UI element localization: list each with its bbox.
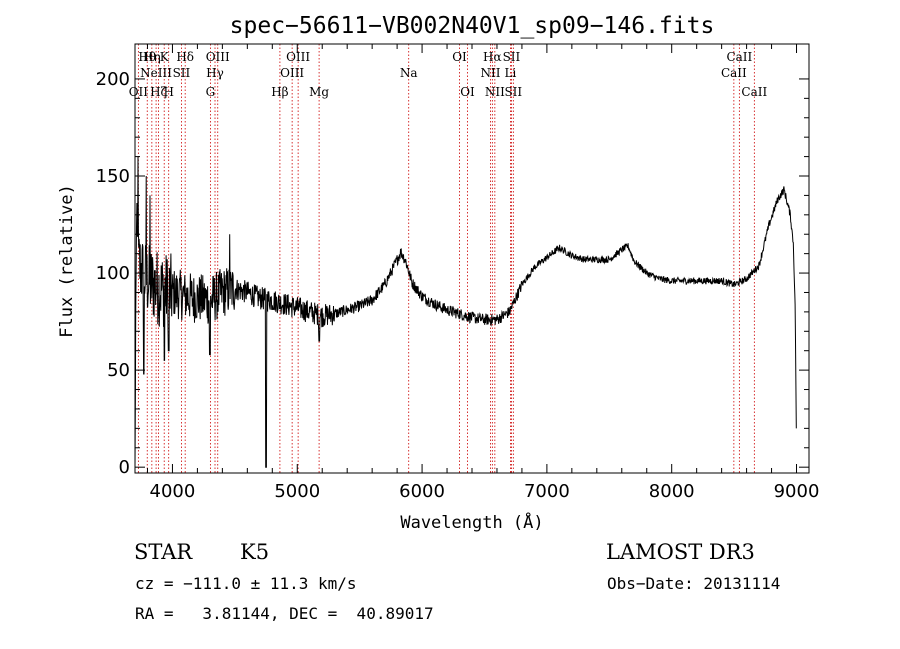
x-axis-label: Wavelength (Å) [400,511,543,533]
y-tick-label: 50 [107,360,130,381]
spectral-line-label: SII [504,85,522,99]
spectral-line-label: NII [480,66,500,80]
spectral-line-label: OII [129,85,149,99]
spectral-line-label: CaII [721,66,747,80]
y-tick-label: 200 [96,69,130,90]
spectral-line-label: OI [460,85,475,99]
y-tick-label: 150 [96,166,130,187]
spectral-line-labels: OIIHθHηNeIIIHζKHSIIHδGHγOIIIHβOIIIOIIIMg… [129,50,768,99]
x-tick-label: 7000 [524,481,570,502]
spectral-line-label: Hδ [176,50,194,64]
survey-name: LAMOST DR3 [606,540,755,564]
x-tick-label: 4000 [150,481,196,502]
x-axis-ticks: 4000 5000 6000 7000 8000 9000 [146,44,820,502]
x-tick-label: 9000 [774,481,820,502]
spectral-line-label: G [206,85,216,99]
spectral-line-label: Na [400,66,418,80]
y-axis-label: Flux (relative) [57,184,77,338]
observation-date: Obs−Date: 20131114 [607,574,780,593]
spectral-line-label: Hη [143,50,161,64]
x-tick-label: 6000 [399,481,445,502]
spectral-line-label: CaII [726,50,752,64]
spectral-line-label: SII [503,50,521,64]
plot-frame [134,43,810,474]
spectral-line-label: OIII [206,50,230,64]
chart-title: spec−56611−VB002N40V1_sp09−146.fits [230,13,715,39]
spectral-line-label: OI [452,50,467,64]
object-class: STAR [134,540,193,564]
spectral-line-label: Li [505,66,517,80]
spectral-line-label: Mg [309,85,329,99]
spectral-line-label: Hθ [138,50,156,64]
spectral-line-label: NeIII [140,66,172,80]
sky-coordinates: RA = 3.81144, DEC = 40.89017 [135,604,434,623]
spectral-line-markers [137,44,755,473]
spectral-line-label: Hα [483,50,502,64]
spectral-line-label: OIII [280,66,304,80]
x-tick-label: 5000 [274,481,320,502]
y-tick-label: 0 [119,457,130,478]
spectral-line-label: Hβ [271,85,288,99]
spectral-line-label: OIII [286,50,310,64]
object-subclass: K5 [240,540,269,564]
spectrum-line [134,156,797,468]
x-tick-label: 8000 [649,481,695,502]
spectral-line-label: NII [485,85,505,99]
spectral-line-label: K [160,50,170,64]
spectral-line-label: Hγ [206,66,224,80]
spectral-line-label: CaII [741,85,767,99]
y-tick-label: 100 [96,263,130,284]
y-axis-ticks: 0 50 100 150 200 [96,69,809,478]
spectral-line-label: H [163,85,173,99]
spectral-line-label: SII [173,66,191,80]
redshift-value: cz = −111.0 ± 11.3 km/s [135,574,357,593]
spectral-line-label: Hζ [150,85,167,99]
